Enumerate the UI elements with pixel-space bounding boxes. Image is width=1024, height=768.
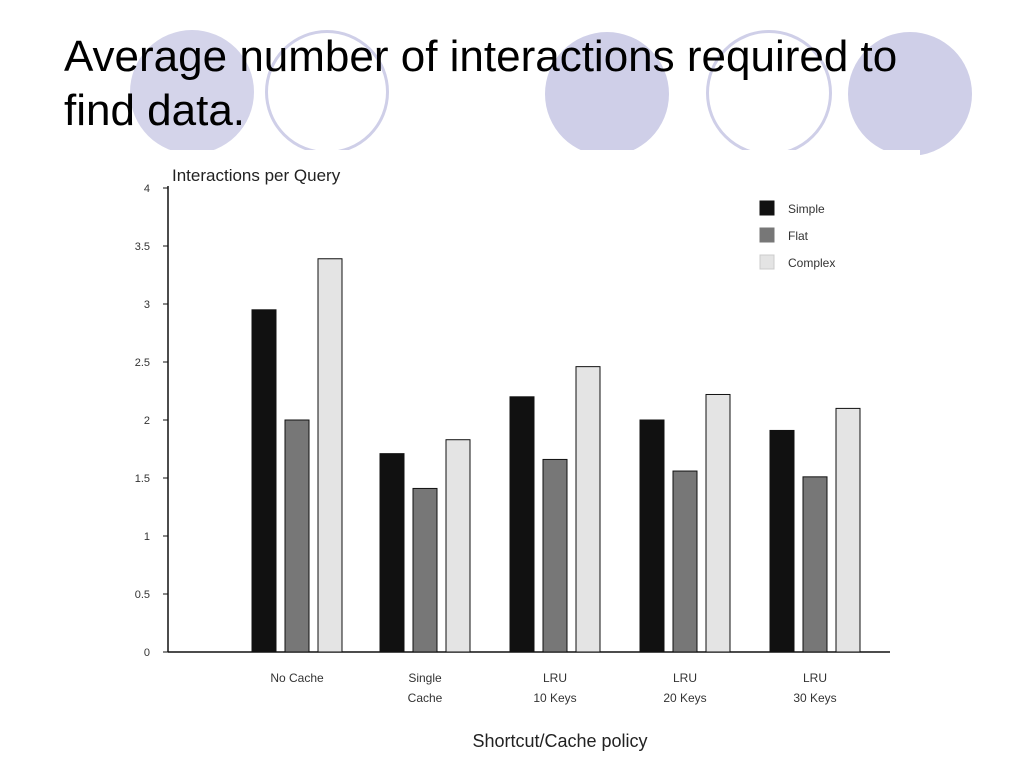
legend-swatch-complex bbox=[759, 254, 775, 270]
bar-simple-1 bbox=[379, 453, 405, 653]
decorative-circle-filled-3 bbox=[130, 30, 254, 154]
bar-simple-3 bbox=[639, 419, 665, 653]
bar-complex-2 bbox=[575, 366, 601, 653]
y-tick-label: 3 bbox=[144, 299, 150, 311]
x-category-label: LRU bbox=[543, 671, 567, 685]
x-axis-label: Shortcut/Cache policy bbox=[472, 731, 647, 751]
y-tick-label: 2 bbox=[144, 415, 150, 427]
y-tick-label: 0 bbox=[144, 647, 150, 659]
bar-simple-0 bbox=[251, 309, 277, 653]
bar-simple-2 bbox=[509, 396, 535, 653]
bar-flat-0 bbox=[284, 419, 310, 653]
x-category-label: 10 Keys bbox=[533, 691, 576, 705]
legend-label-complex: Complex bbox=[788, 256, 835, 270]
y-axis-label: Interactions per Query bbox=[172, 166, 341, 185]
legend-label-flat: Flat bbox=[788, 229, 809, 243]
bar-chart: 0 0.5 1 1.5 2 2.5 3 3.5 4 Interactions per Query N… bbox=[135, 166, 890, 751]
y-tick-label: 0.5 bbox=[135, 589, 150, 601]
legend-label-simple: Simple bbox=[788, 202, 825, 216]
x-category-label: Single bbox=[408, 671, 442, 685]
y-tick-label: 1.5 bbox=[135, 473, 150, 485]
y-tick-label: 3.5 bbox=[135, 241, 150, 253]
x-category-label: 30 Keys bbox=[793, 691, 836, 705]
bar-flat-4 bbox=[802, 476, 828, 653]
bar-complex-1 bbox=[445, 439, 471, 653]
legend-swatch-flat bbox=[759, 227, 775, 243]
slide-title: Average number of interactions required … bbox=[64, 32, 898, 135]
y-tick-label: 4 bbox=[144, 183, 150, 195]
x-category-label: Cache bbox=[408, 691, 443, 705]
y-tick-label: 1 bbox=[144, 531, 150, 543]
x-category-label: No Cache bbox=[270, 671, 324, 685]
bar-complex-4 bbox=[835, 407, 861, 653]
x-category-label: LRU bbox=[673, 671, 697, 685]
bar-simple-4 bbox=[769, 429, 795, 653]
bar-flat-3 bbox=[672, 470, 698, 653]
bar-flat-1 bbox=[412, 487, 438, 653]
bar-complex-0 bbox=[317, 258, 343, 653]
decorative-circle-filled-1 bbox=[545, 32, 669, 156]
y-tick-label: 2.5 bbox=[135, 357, 150, 369]
x-category-label: LRU bbox=[803, 671, 827, 685]
legend-swatch-simple bbox=[759, 200, 775, 216]
x-category-label: 20 Keys bbox=[663, 691, 706, 705]
chart-panel: 0 0.5 1 1.5 2 2.5 3 3.5 4 Interactions per Query N… bbox=[100, 150, 920, 768]
bar-flat-2 bbox=[542, 458, 568, 653]
bar-complex-3 bbox=[705, 393, 731, 653]
decorative-circle-filled-2 bbox=[848, 32, 972, 156]
